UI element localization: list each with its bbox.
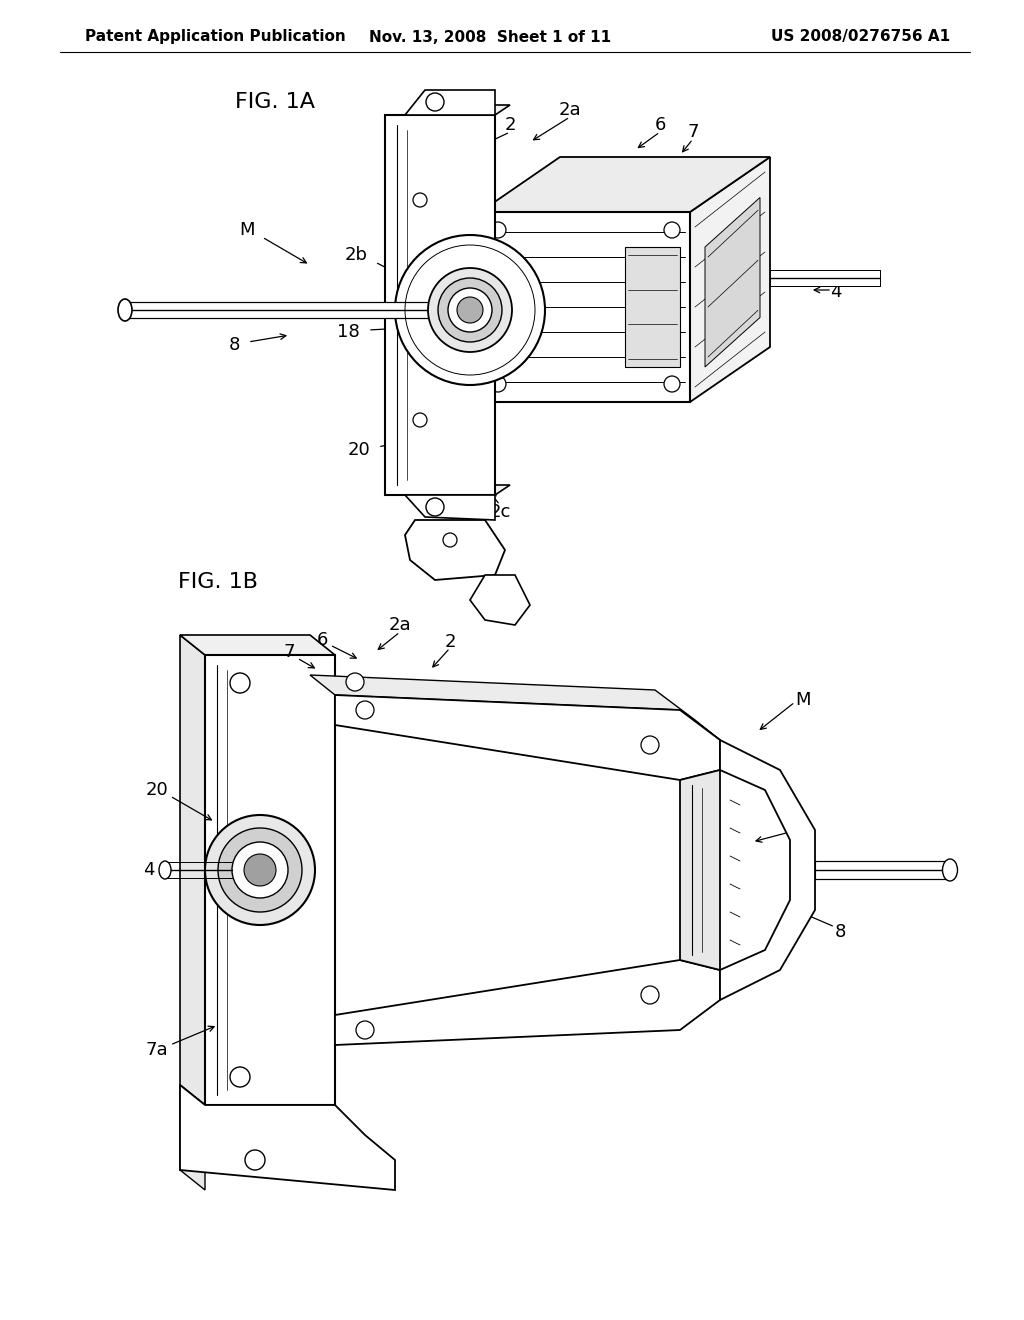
Polygon shape [480,106,510,115]
Text: Nov. 13, 2008  Sheet 1 of 11: Nov. 13, 2008 Sheet 1 of 11 [369,29,611,45]
Polygon shape [205,655,335,1105]
Circle shape [356,1020,374,1039]
Text: FIG. 1B: FIG. 1B [178,572,258,591]
Text: 6: 6 [316,631,328,649]
Text: 7a: 7a [145,1041,168,1059]
Circle shape [426,92,444,111]
Circle shape [664,376,680,392]
Text: 4: 4 [143,861,155,879]
Circle shape [443,533,457,546]
Polygon shape [720,741,815,1001]
Polygon shape [406,520,505,579]
Text: M: M [795,690,811,709]
Polygon shape [406,495,495,520]
Polygon shape [705,198,760,367]
Text: FIG. 1A: FIG. 1A [234,92,315,112]
Circle shape [449,288,492,333]
Polygon shape [480,213,690,403]
Polygon shape [470,576,530,624]
Circle shape [641,986,659,1005]
Polygon shape [310,675,720,741]
Circle shape [457,297,483,323]
Circle shape [346,673,364,690]
Text: Patent Application Publication: Patent Application Publication [85,29,346,45]
Ellipse shape [159,861,171,879]
Text: 2c: 2c [489,503,511,521]
Polygon shape [125,302,465,318]
Circle shape [218,828,302,912]
Circle shape [232,842,288,898]
Polygon shape [180,635,335,655]
Polygon shape [690,157,770,403]
Text: US 2008/0276756 A1: US 2008/0276756 A1 [771,29,950,45]
Polygon shape [480,484,510,495]
Text: 2: 2 [504,116,516,135]
Circle shape [356,701,374,719]
Text: M: M [240,220,255,239]
Polygon shape [335,696,720,780]
Circle shape [395,235,545,385]
Circle shape [413,193,427,207]
Circle shape [641,737,659,754]
Text: 2b: 2b [790,821,813,840]
Text: 2: 2 [444,634,456,651]
Circle shape [428,268,512,352]
Text: 7: 7 [284,643,295,661]
Text: 4: 4 [830,282,842,301]
Circle shape [245,1150,265,1170]
Text: 2a: 2a [389,616,412,634]
Polygon shape [815,861,950,879]
Circle shape [490,376,506,392]
Circle shape [205,814,315,925]
Circle shape [438,279,502,342]
Text: 2b: 2b [345,246,368,264]
Circle shape [230,673,250,693]
Circle shape [413,413,427,426]
Text: 2a: 2a [559,102,582,119]
Circle shape [244,854,276,886]
Polygon shape [480,157,770,213]
Circle shape [230,1067,250,1086]
Polygon shape [406,90,495,115]
Polygon shape [180,1085,205,1191]
Polygon shape [180,635,205,1105]
Polygon shape [770,271,880,286]
Text: 8: 8 [835,923,847,941]
Polygon shape [335,960,720,1045]
Text: 6: 6 [654,116,666,135]
Text: 20: 20 [145,781,168,799]
Text: 7: 7 [687,123,698,141]
Ellipse shape [942,859,957,880]
Polygon shape [625,247,680,367]
Circle shape [426,498,444,516]
Text: 8: 8 [228,337,240,354]
Circle shape [664,222,680,238]
Text: 20: 20 [347,441,370,459]
Ellipse shape [118,300,132,321]
Polygon shape [385,115,495,495]
Circle shape [230,861,250,880]
Polygon shape [680,770,720,970]
Text: 18: 18 [337,323,360,341]
Polygon shape [180,1085,395,1191]
Circle shape [490,222,506,238]
